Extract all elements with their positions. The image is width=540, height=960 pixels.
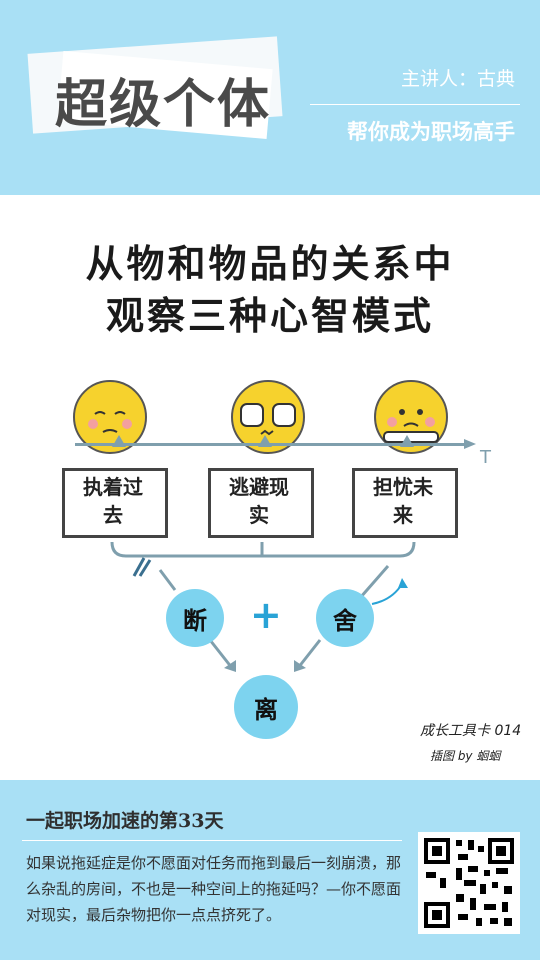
time-axis-label: T <box>480 447 491 468</box>
mode-label-future: 担忧未来 <box>373 475 433 527</box>
illustrator-credit: 插图 by 蛔蛔 <box>430 749 501 763</box>
plus-sign: + <box>250 593 282 637</box>
cut-circle: 断 <box>166 589 224 647</box>
day-title: 一起职场加速的第33天 <box>26 810 224 832</box>
header-band: 超级个体 主讲人：古典 帮你成为职场高手 <box>0 0 540 195</box>
slogan: 帮你成为职场高手 <box>347 119 515 144</box>
bracket <box>208 468 314 538</box>
face-features <box>240 403 296 436</box>
leave-circle: 离 <box>234 675 298 739</box>
flow-arrows <box>110 541 416 672</box>
qr-code-icon[interactable] <box>418 832 520 934</box>
pensive-face-icon <box>73 380 147 454</box>
page-title: 超级个体 <box>55 74 272 135</box>
footer-band: 一起职场加速的第33天 如果说拖延症是你不愿面对任务而拖到最后一刻崩溃，那么杂乱… <box>0 780 540 960</box>
illustration-title-line2: 观察三种心智模式 <box>105 294 434 338</box>
face-features <box>383 409 439 443</box>
speaker-label: 主讲人：古典 <box>400 68 515 90</box>
bracket <box>62 468 168 538</box>
qr-code-pattern <box>424 838 514 928</box>
card-number: 成长工具卡 014 <box>420 723 522 739</box>
divider <box>310 104 520 105</box>
illustration-title-line1: 从物和物品的关系中 <box>85 242 455 286</box>
body-paragraph: 如果说拖延症是你不愿面对任务而拖到最后一刻崩溃，那么杂乱的房间，不也是一种空间上… <box>26 854 402 924</box>
mode-label-present: 逃避现实 <box>229 475 289 527</box>
illustration: 从物和物品的关系中 观察三种心智模式 T 执着过去 <box>0 195 540 780</box>
timeline-markers <box>112 435 476 449</box>
discard-circle: 舍 <box>316 589 374 647</box>
bracket <box>352 468 458 538</box>
worried-face-icon <box>374 380 448 454</box>
face-features <box>88 411 132 433</box>
divider <box>22 840 402 841</box>
mode-label-past: 执着过去 <box>83 475 143 527</box>
